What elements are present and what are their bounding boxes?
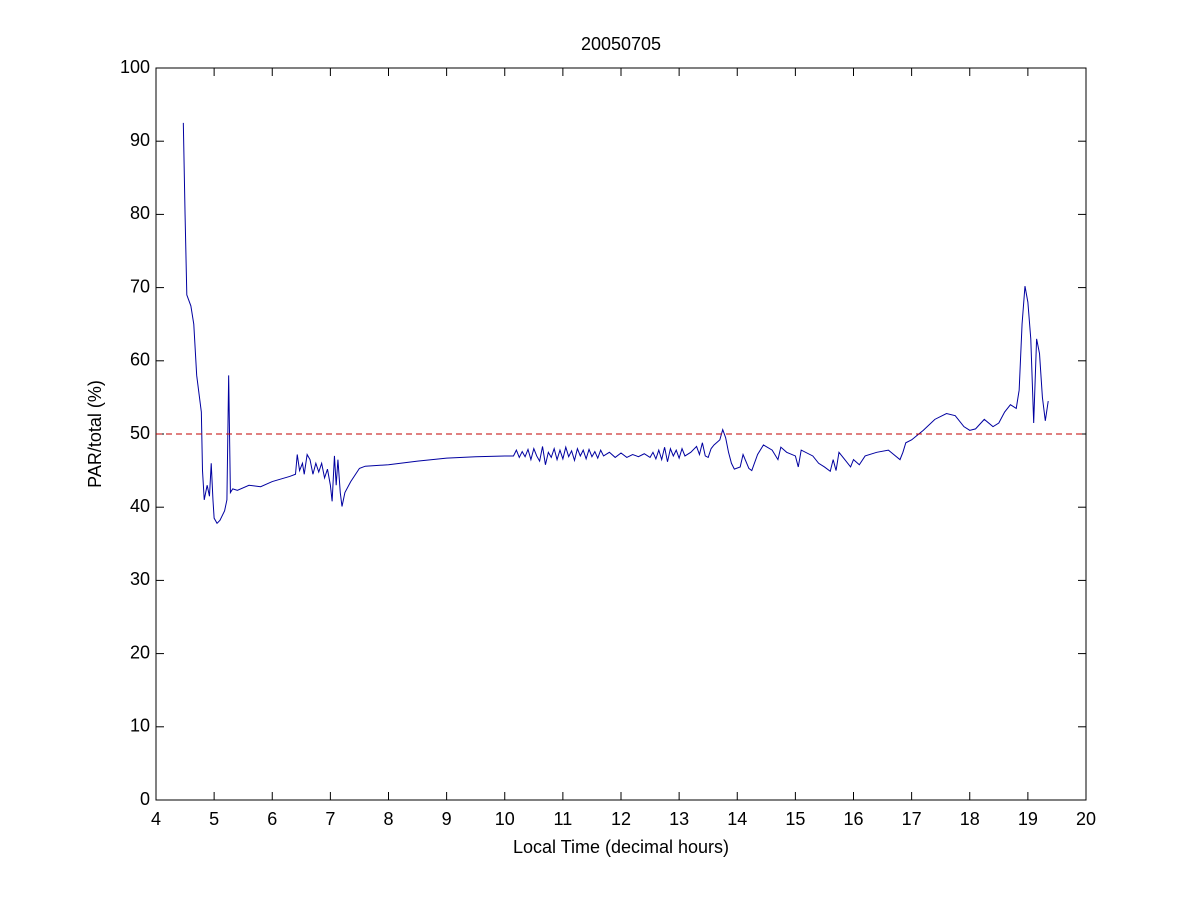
x-tick-label: 8 bbox=[383, 809, 393, 829]
x-tick-label: 20 bbox=[1076, 809, 1096, 829]
y-tick-label: 100 bbox=[120, 57, 150, 77]
x-tick-label: 19 bbox=[1018, 809, 1038, 829]
x-tick-label: 9 bbox=[442, 809, 452, 829]
y-tick-label: 90 bbox=[130, 130, 150, 150]
y-axis-label: PAR/total (%) bbox=[85, 380, 105, 488]
x-axis-label: Local Time (decimal hours) bbox=[513, 837, 729, 857]
y-tick-label: 70 bbox=[130, 276, 150, 296]
x-tick-label: 4 bbox=[151, 809, 161, 829]
x-tick-label: 13 bbox=[669, 809, 689, 829]
x-tick-label: 5 bbox=[209, 809, 219, 829]
y-tick-label: 0 bbox=[140, 789, 150, 809]
data-line bbox=[182, 122, 1049, 525]
y-tick-label: 80 bbox=[130, 203, 150, 223]
y-tick-label: 20 bbox=[130, 642, 150, 662]
chart-title: 20050705 bbox=[581, 34, 661, 54]
y-tick-label: 30 bbox=[130, 569, 150, 589]
y-tick-label: 40 bbox=[130, 496, 150, 516]
y-tick-label: 60 bbox=[130, 350, 150, 370]
x-tick-label: 17 bbox=[902, 809, 922, 829]
x-tick-label: 18 bbox=[960, 809, 980, 829]
x-tick-label: 6 bbox=[267, 809, 277, 829]
x-tick-label: 15 bbox=[785, 809, 805, 829]
x-tick-label: 12 bbox=[611, 809, 631, 829]
y-tick-label: 10 bbox=[130, 716, 150, 736]
x-tick-label: 7 bbox=[325, 809, 335, 829]
x-tick-label: 10 bbox=[495, 809, 515, 829]
x-tick-label: 14 bbox=[727, 809, 747, 829]
x-tick-label: 11 bbox=[554, 809, 573, 829]
y-tick-label: 50 bbox=[130, 423, 150, 443]
x-tick-label: 16 bbox=[843, 809, 863, 829]
